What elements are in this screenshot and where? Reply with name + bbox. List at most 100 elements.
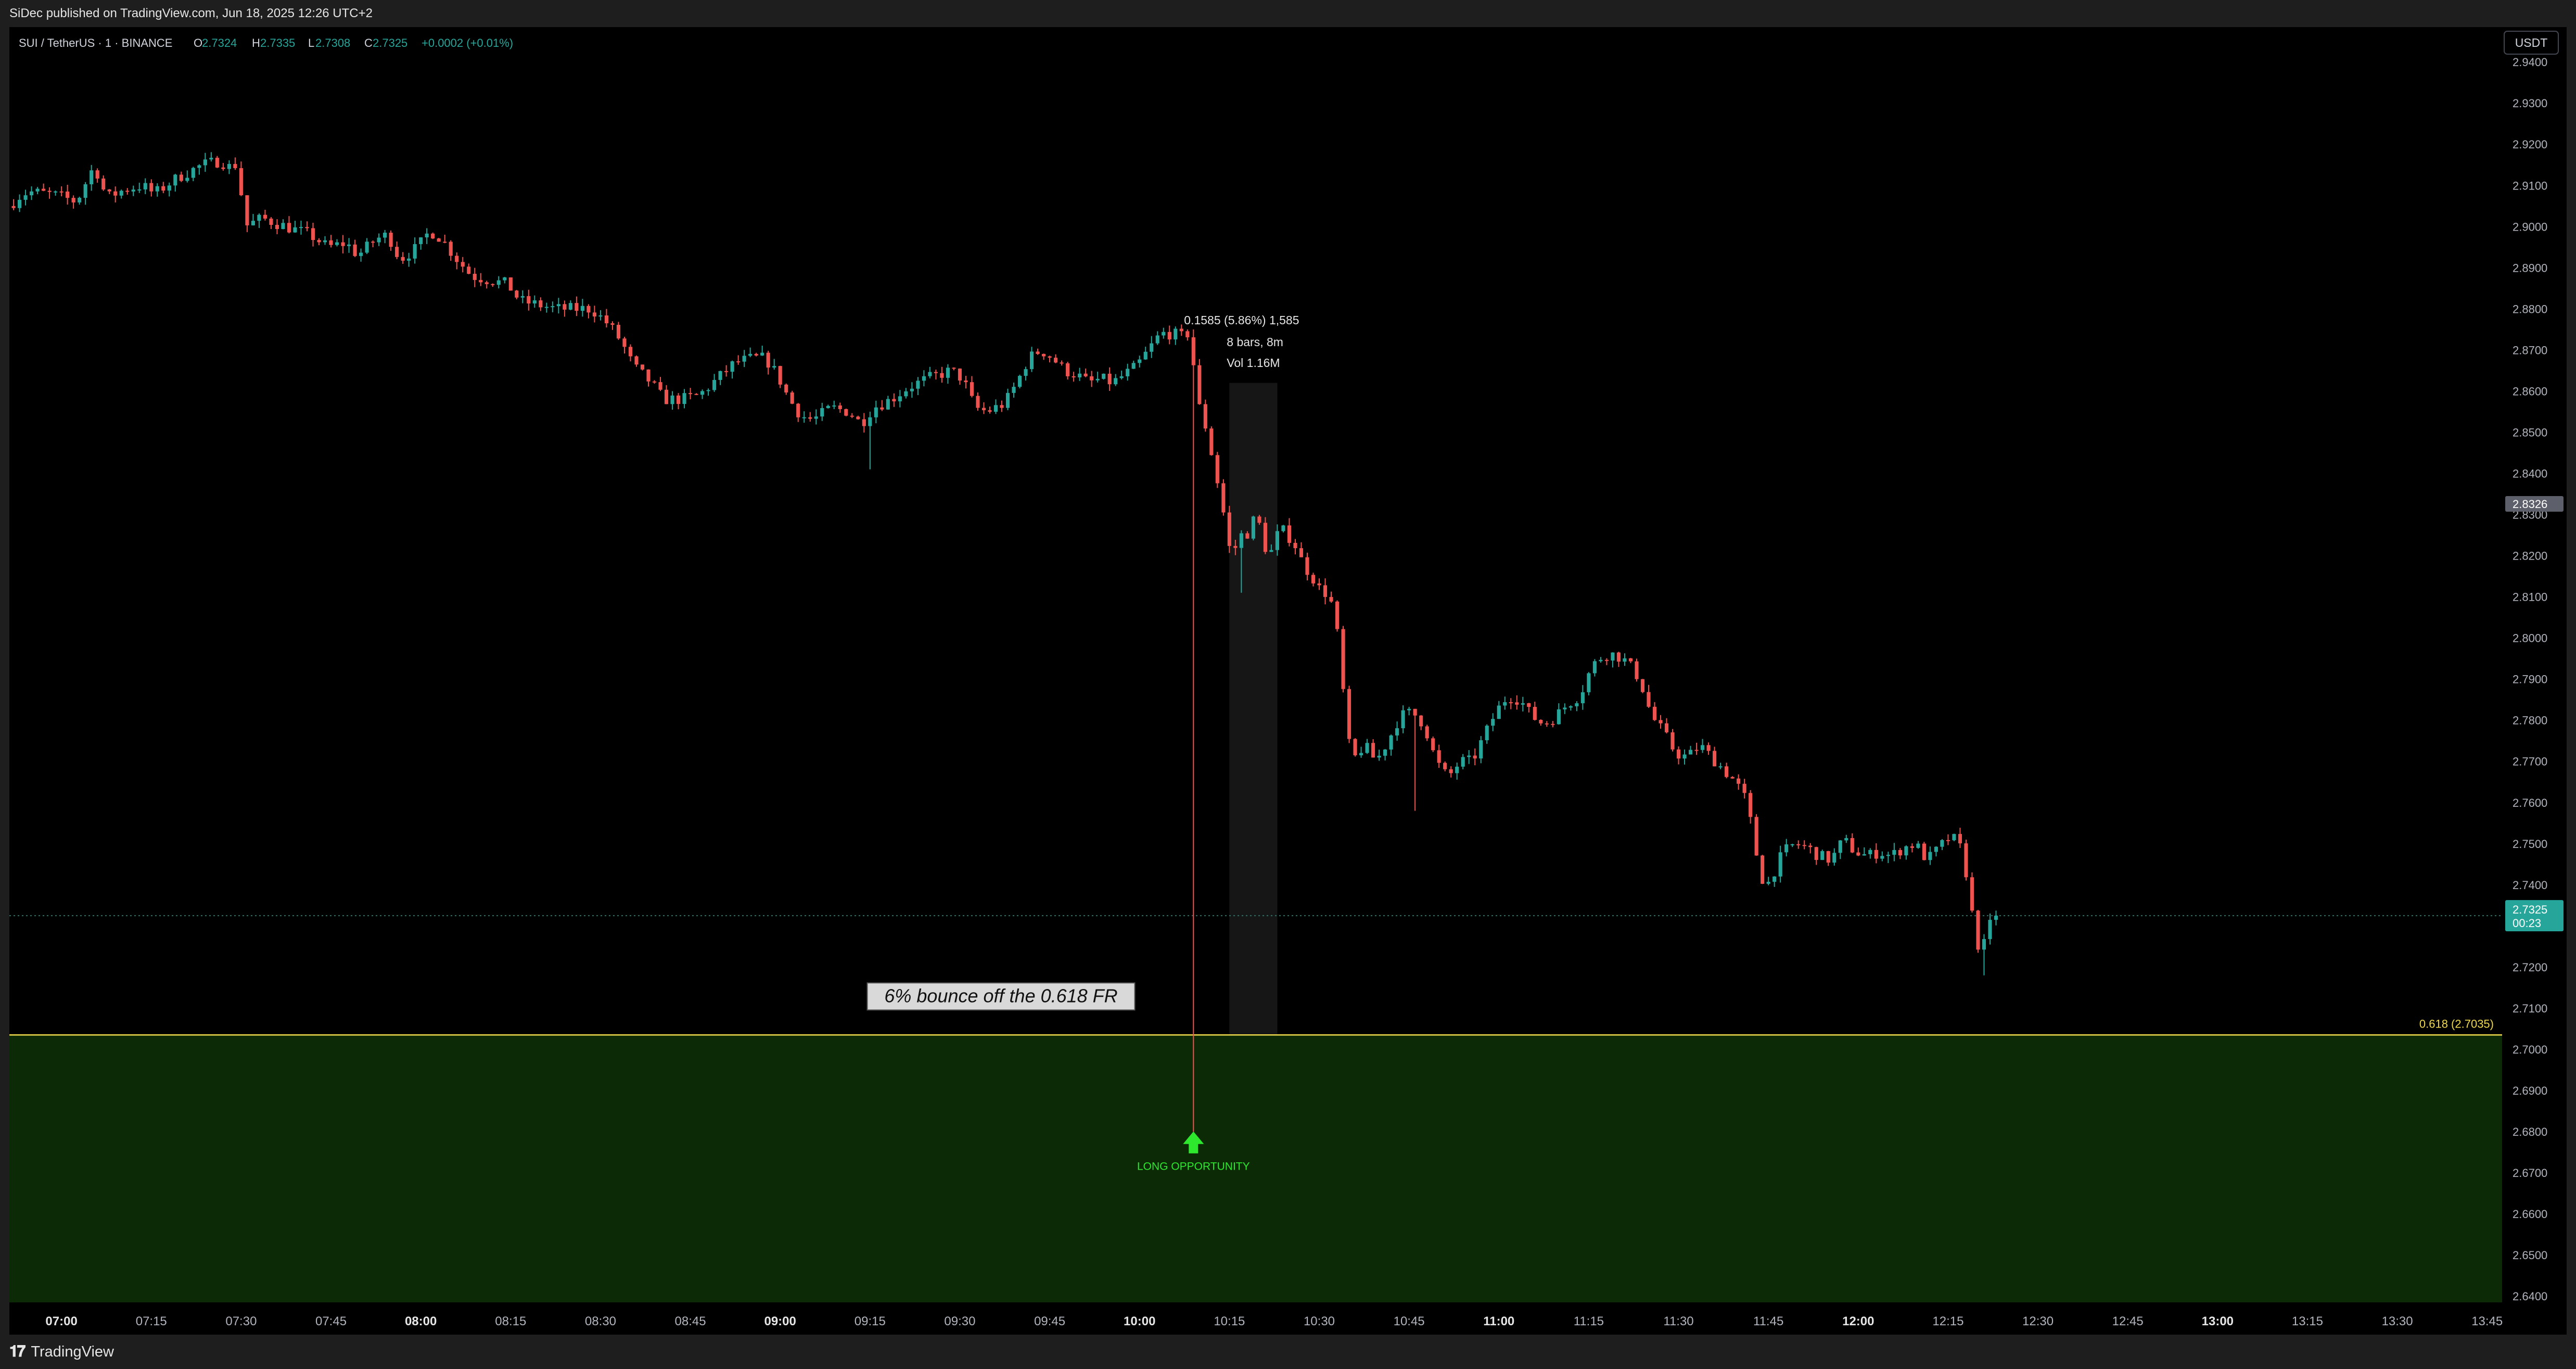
last-price-label: 2.7325 — [2513, 903, 2547, 916]
candle-body — [1042, 353, 1046, 357]
candle-body — [383, 232, 387, 238]
candle-body — [1341, 629, 1345, 689]
candle-body — [700, 391, 705, 395]
candle-body — [1066, 363, 1070, 376]
candle-body — [976, 396, 980, 408]
candle-body — [1377, 755, 1381, 758]
candle-body — [1808, 845, 1813, 847]
candle-body — [23, 195, 28, 200]
candle-body — [712, 379, 717, 390]
currency-button[interactable]: USDT — [2504, 31, 2559, 55]
y-tick-label: 2.9100 — [2513, 179, 2547, 192]
candle-body — [167, 185, 171, 191]
y-tick-label: 2.9200 — [2513, 138, 2547, 151]
candle-body — [1611, 652, 1615, 661]
candle-body — [1131, 363, 1136, 369]
x-tick-label: 08:45 — [675, 1314, 706, 1328]
candle-body — [1814, 847, 1818, 860]
candle-body — [1473, 755, 1477, 759]
tradingview-brand[interactable]: 𝟏𝟕 TradingView — [9, 1343, 114, 1361]
candle-body — [1694, 750, 1699, 751]
candle-body — [443, 242, 447, 243]
candle-body — [461, 262, 465, 267]
candle-body — [1251, 516, 1255, 539]
candle-body — [1353, 739, 1357, 756]
y-tick-label: 2.7200 — [2513, 961, 2547, 974]
x-tick-label: 08:00 — [405, 1314, 437, 1328]
footer-bar: 𝟏𝟕 TradingView — [0, 1335, 2576, 1369]
candle-body — [155, 186, 159, 192]
candle-body — [347, 244, 351, 246]
candle-body — [682, 393, 686, 404]
candle-body — [1749, 793, 1753, 817]
candle-body — [401, 257, 405, 261]
candle-body — [1982, 939, 1986, 950]
y-tick-label: 2.8900 — [2513, 261, 2547, 274]
y-tick-label: 2.7600 — [2513, 796, 2547, 809]
candle-body — [898, 396, 902, 402]
candle-body — [1832, 853, 1837, 863]
candle-body — [1557, 709, 1561, 725]
candle-body — [1545, 723, 1549, 725]
candle-body — [1275, 531, 1279, 550]
candle-body — [251, 221, 255, 225]
candlestick-chart[interactable]: 2.9400 2.9300 2.9200 2.9100 2.9000 2.8900 2.88… — [9, 27, 2567, 1335]
candle-body — [125, 191, 130, 192]
candle-body — [1587, 673, 1591, 692]
candle-body — [1790, 844, 1794, 845]
candle-body — [1443, 763, 1447, 769]
candle-body — [1958, 834, 1962, 844]
candle-body — [1706, 745, 1711, 751]
last-price-tag — [2505, 900, 2564, 932]
y-tick-label: 2.7800 — [2513, 714, 2547, 727]
candle-body — [575, 303, 579, 311]
candle-body — [1017, 376, 1022, 387]
candle-body — [736, 361, 741, 363]
candle-body — [1868, 850, 1872, 855]
candle-body — [1718, 766, 1723, 768]
candle-body — [874, 407, 878, 417]
candle-body — [1425, 726, 1429, 739]
y-tick-label: 2.7500 — [2513, 838, 2547, 851]
y-tick-label: 2.8200 — [2513, 550, 2547, 563]
candle-body — [622, 338, 627, 347]
x-tick-label: 11:15 — [1574, 1314, 1604, 1328]
legend-high: 2.7335 — [260, 36, 295, 49]
y-tick-label: 2.9000 — [2513, 220, 2547, 233]
candle-body — [1568, 706, 1573, 708]
chart-area[interactable]: 2.9400 2.9300 2.9200 2.9100 2.9000 2.8900 2.88… — [9, 27, 2567, 1335]
x-tick-label: 11:30 — [1663, 1314, 1693, 1328]
candle-body — [1946, 840, 1950, 841]
y-tick-label: 2.8700 — [2513, 344, 2547, 357]
candle-body — [766, 352, 770, 368]
candle-body — [66, 191, 70, 198]
candle-body — [1551, 724, 1555, 725]
candle-body — [1437, 750, 1441, 763]
x-tick-label: 08:15 — [495, 1314, 526, 1328]
candle-body — [1503, 702, 1507, 706]
candle-body — [1761, 855, 1765, 884]
candle-body — [1455, 766, 1459, 774]
candle-body — [1527, 703, 1531, 707]
candle-body — [239, 168, 243, 196]
candle-body — [293, 227, 297, 233]
candle-body — [604, 315, 609, 324]
candle-body — [1060, 362, 1064, 364]
candle-body — [592, 312, 596, 317]
candle-body — [616, 325, 621, 339]
candle-body — [808, 417, 812, 419]
candle-body — [419, 237, 423, 244]
candle-body — [323, 240, 327, 243]
candle-body — [754, 353, 758, 356]
candle-body — [670, 395, 674, 404]
y-tick-label: 2.8100 — [2513, 591, 2547, 604]
candle-body — [1317, 583, 1321, 586]
candle-body — [1844, 838, 1848, 841]
candle-body — [1083, 373, 1088, 376]
candle-body — [838, 405, 842, 409]
candle-body — [1078, 373, 1082, 377]
candle-body — [191, 168, 195, 178]
x-tick-label: 07:45 — [315, 1314, 347, 1328]
candle-body — [988, 410, 992, 412]
candle-body — [551, 306, 555, 308]
